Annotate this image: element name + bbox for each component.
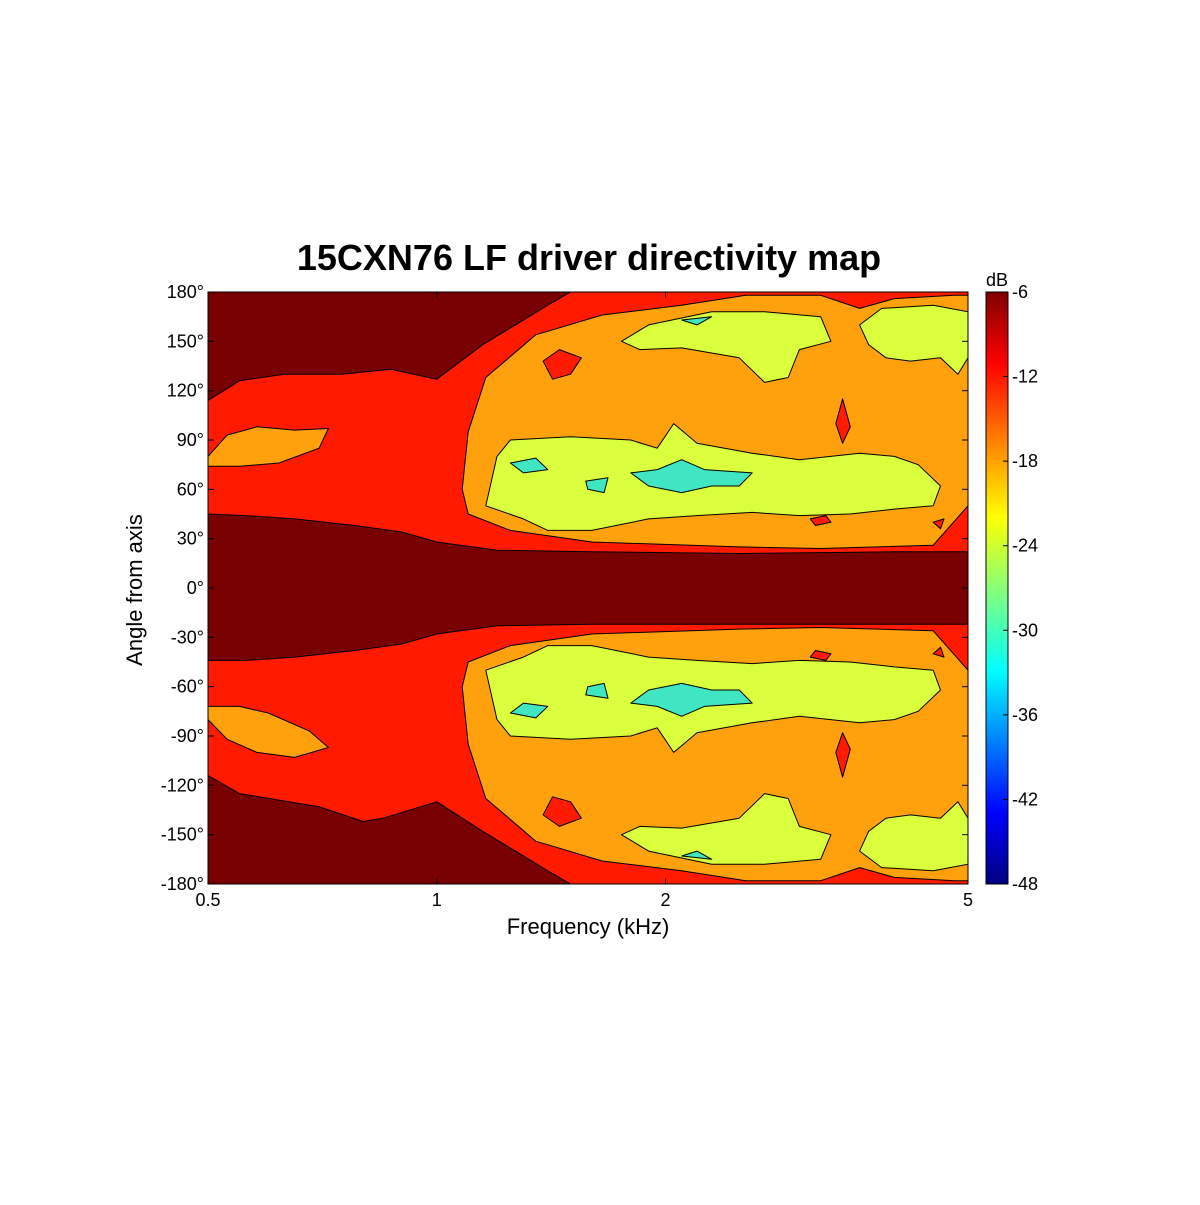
contour-region (630, 682, 753, 717)
y-tick-label: -120° (161, 775, 204, 795)
contour-regions (208, 292, 968, 884)
contour-region (932, 518, 945, 530)
y-tick-label: 60° (177, 479, 204, 499)
colorbar-tick-label: -42 (1012, 789, 1038, 809)
contour-region (621, 311, 832, 383)
contour-region (681, 316, 713, 326)
contour-region (630, 459, 753, 494)
contour-region (859, 801, 968, 872)
colorbar-tick-label: -24 (1012, 536, 1038, 556)
y-tick-label: -30° (171, 627, 204, 647)
x-tick-label: 2 (661, 890, 671, 910)
contour-region (542, 349, 582, 380)
contour-region (585, 682, 609, 699)
colorbar (985, 291, 1009, 885)
contour-region (208, 426, 329, 467)
y-tick-label: -150° (161, 825, 204, 845)
x-axis-label: Frequency (kHz) (507, 914, 670, 939)
y-tick-label: 120° (167, 381, 204, 401)
y-tick-label: -180° (161, 874, 204, 894)
contour-region (809, 515, 832, 526)
colorbar-tick-label: -48 (1012, 874, 1038, 894)
colorbar-tick-label: -6 (1012, 282, 1028, 302)
y-tick-label: -60° (171, 677, 204, 697)
y-axis-label: Angle from axis (122, 514, 147, 666)
x-tick-label: 1 (432, 890, 442, 910)
y-tick-label: 90° (177, 430, 204, 450)
y-tick-label: 180° (167, 282, 204, 302)
contour-region (509, 702, 549, 719)
contour-region (809, 650, 832, 661)
colorbar-tick-label: -12 (1012, 367, 1038, 387)
y-tick-label: 30° (177, 529, 204, 549)
colorbar-tick-label: -30 (1012, 620, 1038, 640)
y-tick-label: -90° (171, 726, 204, 746)
chart-title: 15CXN76 LF driver directivity map (297, 237, 881, 278)
contour-region (542, 796, 582, 827)
contour-region (932, 646, 945, 658)
contour-region (859, 304, 968, 375)
x-tick-label: 5 (963, 890, 973, 910)
contour-region (509, 457, 549, 474)
x-axis-ticks: 0.5 1 2 5 (195, 292, 973, 910)
contour-region (835, 732, 851, 778)
y-axis-ticks: 180° 150° 120° 90° 60° 30° 0° -30° -60° -90° -120°… (161, 282, 968, 894)
colorbar-tick-label: -18 (1012, 451, 1038, 471)
contour-region (585, 477, 609, 494)
contour-region (208, 705, 329, 758)
x-tick-label: 0.5 (195, 890, 220, 910)
colorbar-ticks: -6 -12 -18 -24 -30 -36 -42 -48 (1003, 282, 1038, 894)
contour-region (835, 398, 851, 444)
colorbar-unit: dB (986, 270, 1008, 290)
y-tick-label: 150° (167, 331, 204, 351)
colorbar-tick-label: -36 (1012, 705, 1038, 725)
contour-region (681, 850, 713, 860)
y-tick-label: 0° (187, 578, 204, 598)
contour-region (621, 793, 832, 865)
